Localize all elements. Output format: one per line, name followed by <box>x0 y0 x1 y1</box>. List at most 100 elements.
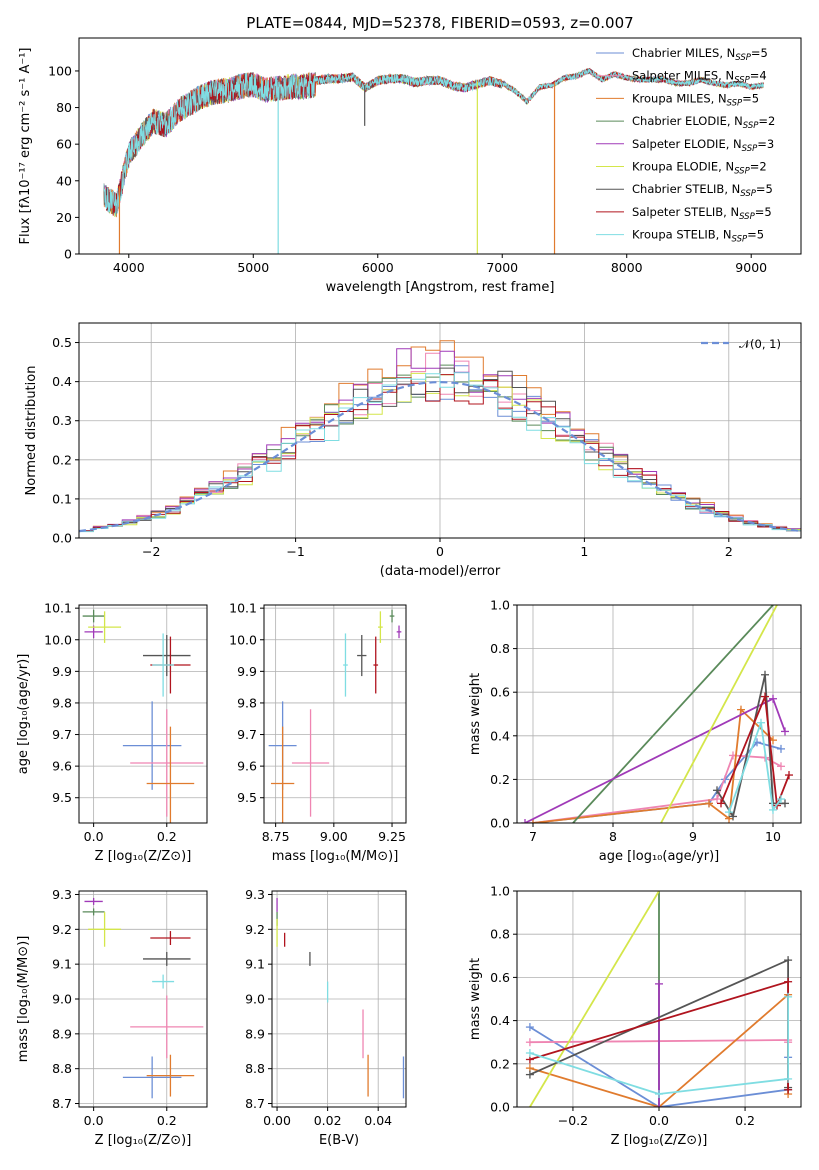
legend-count: =2 <box>750 160 767 174</box>
histogram-area <box>79 340 801 533</box>
y-tick-label: 9.2 <box>245 922 265 937</box>
panels: 4000 5000 6000 7000 8000 9000020406080100wave… <box>16 37 802 1148</box>
y-tick-label: 0.4 <box>490 1013 510 1028</box>
x-tick-label: 0.0 <box>84 829 104 844</box>
legend-name: Chabrier ELODIE, N <box>632 114 743 128</box>
x-tick-label: 0.00 <box>263 1113 291 1128</box>
y-tick-label: 0.5 <box>52 335 72 350</box>
errorbar-point <box>122 701 182 790</box>
legend-count: =5 <box>751 46 768 60</box>
errorbar-point <box>143 951 191 966</box>
legend-entry: Chabrier ELODIE, NSSP=2 <box>632 114 775 131</box>
y-tick-label: 0.4 <box>52 374 72 389</box>
x-tick-label: 9 <box>689 829 697 844</box>
x-tick-label: 0.0 <box>649 1113 669 1128</box>
errorbar-area <box>82 897 204 1099</box>
x-axis-label: wavelength [Angstrom, rest frame] <box>326 280 555 295</box>
y-tick-label: 9.3 <box>52 887 72 902</box>
errorbar-point <box>82 908 105 916</box>
weight-line-salpeter-stelib <box>720 696 790 806</box>
legend-entry: Kroupa MILES, NSSP=5 <box>632 91 759 108</box>
y-tick-label: 9.6 <box>237 759 257 774</box>
y-tick-label: 8.8 <box>245 1061 265 1076</box>
x-axis-label: age [log₁₀(age/yr)] <box>599 849 720 864</box>
y-tick-label: 0.8 <box>490 927 510 942</box>
weight-line-kroupa-elodie <box>529 891 660 1107</box>
legend-entry: Salpeter MILES, NSSP=4 <box>632 69 767 86</box>
errorbar-point <box>146 726 195 823</box>
legend-count: =5 <box>742 91 759 105</box>
errorbar-point <box>357 635 367 677</box>
errorbar-area <box>276 897 405 1099</box>
y-tick-label: 9.8 <box>52 695 72 710</box>
y-tick-label: 9.8 <box>237 695 257 710</box>
y-tick-label: 8.7 <box>245 1096 265 1111</box>
normal-reference-curve <box>79 380 801 533</box>
y-tick-label: 0.2 <box>52 452 72 467</box>
errorbar-point <box>343 633 348 697</box>
legend-reference-label: 𝒩(0, 1) <box>739 337 781 351</box>
weight-vs-age-panel: 7 8 9 10 0.0 0.2 0.4 0.6 0.8 1.0 age [log₁₀(age/yr… <box>468 598 802 864</box>
y-axis-label: Normed distribution <box>24 366 39 496</box>
age-vs-mass-panel: 8.75 9.00 9.25 9.5 9.6 9.7 9.8 9.9 10.0 10.1 mass … <box>229 601 407 864</box>
y-tick-label: 9.5 <box>52 790 72 805</box>
weight-line-area <box>525 891 793 1107</box>
x-axis-label: E(B-V) <box>319 1133 359 1148</box>
errorbar-area <box>268 609 402 823</box>
legend-sub: SSP <box>734 167 750 177</box>
x-tick-label: 2 <box>725 544 733 559</box>
legend-sub: SSP <box>734 76 750 86</box>
y-axis-label: Flux [fλ10⁻¹⁷ erg cm⁻² s⁻¹ A⁻¹] <box>18 48 33 245</box>
legend-entry: Salpeter STELIB, NSSP=5 <box>632 205 772 222</box>
y-tick-label: 9.0 <box>245 992 265 1007</box>
legend-name: Kroupa ELODIE, N <box>632 160 734 174</box>
x-tick-label: 0.2 <box>157 829 177 844</box>
legend-count: =4 <box>750 69 767 83</box>
errorbar-point <box>84 897 103 905</box>
legend-name: Kroupa MILES, N <box>632 91 727 105</box>
x-tick-label: −0.2 <box>558 1113 588 1128</box>
x-tick-label: 8 <box>609 829 617 844</box>
weight-line-kroupa-elodie <box>660 605 778 823</box>
y-tick-label: 80 <box>56 100 72 115</box>
errorbar-point <box>150 931 191 945</box>
y-tick-label: 9.5 <box>237 790 257 805</box>
errorbar-point <box>82 609 105 623</box>
legend-sub: SSP <box>735 53 751 63</box>
legend-count: =5 <box>755 205 772 219</box>
x-tick-label: 6000 <box>362 260 394 275</box>
errorbar-point <box>88 911 122 947</box>
y-tick-label: 0.8 <box>490 641 510 656</box>
legend-count: =3 <box>757 137 774 151</box>
y-tick-label: 1.0 <box>490 598 510 613</box>
y-tick-label: 9.7 <box>52 727 72 742</box>
legend-name: Salpeter MILES, N <box>632 69 734 83</box>
y-tick-label: 0.4 <box>490 728 510 743</box>
legend-count: =2 <box>758 114 775 128</box>
x-tick-label: 7 <box>529 829 537 844</box>
weight-line-chabrier-elodie <box>572 605 774 823</box>
y-tick-label: 10.0 <box>44 632 72 647</box>
legend-name: Salpeter ELODIE, N <box>632 137 742 151</box>
x-axis-label: Z [log₁₀(Z/Z⊙)] <box>95 849 192 864</box>
y-tick-label: 100 <box>48 63 72 78</box>
legend-name: Kroupa STELIB, N <box>632 228 732 242</box>
errorbar-point <box>373 636 379 694</box>
x-tick-label: 7000 <box>486 260 518 275</box>
axes-frame <box>263 604 407 824</box>
y-tick-label: 0.2 <box>490 1056 510 1071</box>
x-tick-label: 0 <box>436 544 444 559</box>
errorbar-point <box>396 625 402 639</box>
x-tick-label: 0.0 <box>84 1113 104 1128</box>
histogram-kroupa-stelib <box>79 372 801 533</box>
legend-sub: SSP <box>742 144 758 154</box>
y-tick-label: 9.7 <box>237 727 257 742</box>
x-tick-label: 8.75 <box>262 829 290 844</box>
errorbar-point <box>130 709 204 817</box>
legend-count: =5 <box>756 182 773 196</box>
legend-entry: Chabrier MILES, NSSP=5 <box>632 46 768 63</box>
legend-sub: SSP <box>743 121 759 131</box>
y-tick-label: 0.0 <box>52 531 72 546</box>
x-tick-label: 9.00 <box>320 829 348 844</box>
legend-sub: SSP <box>740 189 756 199</box>
